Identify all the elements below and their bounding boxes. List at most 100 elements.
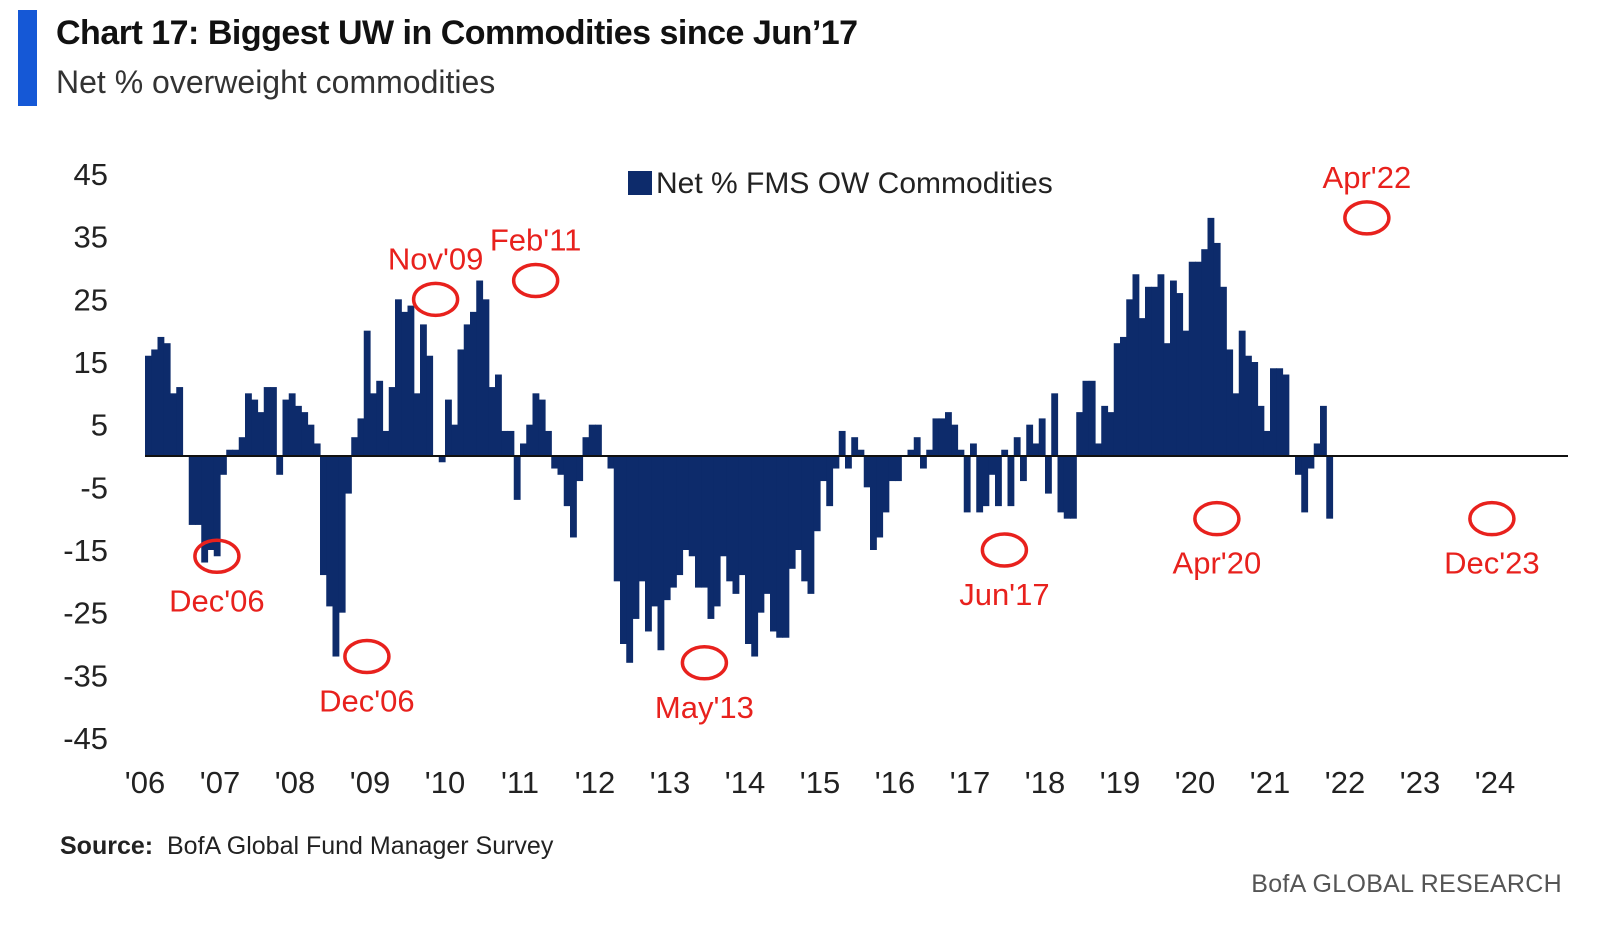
bar bbox=[557, 456, 565, 475]
x-tick-label: '21 bbox=[1250, 765, 1290, 800]
bar bbox=[251, 399, 259, 456]
bar bbox=[957, 449, 965, 456]
bar bbox=[420, 324, 427, 456]
bar bbox=[970, 443, 977, 456]
annotation-circle bbox=[411, 281, 460, 318]
y-tick-label: 25 bbox=[74, 282, 108, 317]
bar bbox=[1301, 456, 1309, 513]
bar bbox=[851, 437, 859, 456]
x-tick-label: '19 bbox=[1100, 765, 1140, 800]
annotation-circle bbox=[343, 638, 391, 675]
bar bbox=[1107, 412, 1115, 456]
bar bbox=[1151, 286, 1159, 456]
bar bbox=[870, 456, 877, 550]
bar bbox=[257, 412, 265, 456]
y-tick-label: -25 bbox=[63, 596, 108, 631]
bar bbox=[1063, 456, 1071, 519]
bar bbox=[1313, 443, 1321, 456]
bar bbox=[551, 456, 559, 469]
bar bbox=[1213, 242, 1221, 456]
bar bbox=[788, 456, 796, 569]
y-tick-label: -15 bbox=[63, 533, 108, 568]
annotation-circle bbox=[1343, 200, 1391, 236]
bar bbox=[738, 456, 746, 576]
bar bbox=[813, 456, 821, 532]
annotation-label: Apr'20 bbox=[1173, 546, 1262, 581]
bar bbox=[663, 456, 671, 601]
bar bbox=[1307, 456, 1315, 469]
bar bbox=[488, 387, 496, 456]
bar bbox=[863, 456, 871, 488]
bar bbox=[1326, 456, 1334, 519]
x-tick-label: '07 bbox=[200, 765, 240, 800]
bar bbox=[770, 456, 777, 632]
bar bbox=[1082, 380, 1090, 456]
bar bbox=[157, 336, 165, 456]
bar bbox=[532, 393, 540, 456]
bar bbox=[376, 380, 384, 456]
y-tick-label: 5 bbox=[91, 408, 108, 443]
bar bbox=[1251, 362, 1259, 456]
annotation-label: Apr'22 bbox=[1323, 160, 1412, 195]
bar bbox=[995, 456, 1002, 507]
bar bbox=[413, 393, 421, 456]
bar bbox=[882, 456, 890, 513]
bar bbox=[1032, 443, 1040, 456]
bar bbox=[1013, 437, 1021, 456]
bar bbox=[426, 355, 434, 456]
bar bbox=[688, 456, 696, 557]
bar bbox=[607, 456, 615, 469]
y-axis-ticks: 45 35 25 15 5 -5 -15 -25 -35 -45 bbox=[63, 157, 108, 756]
annotation-label: Dec'06 bbox=[169, 583, 265, 618]
bar bbox=[932, 418, 940, 456]
bar bbox=[845, 456, 852, 469]
bar bbox=[832, 456, 840, 469]
chart-subtitle: Net % overweight commodities bbox=[56, 64, 496, 100]
bar bbox=[595, 424, 602, 456]
x-tick-label: '23 bbox=[1400, 765, 1440, 800]
bar bbox=[295, 405, 302, 456]
annotation-label: Jun'17 bbox=[959, 577, 1049, 612]
bar bbox=[320, 456, 327, 576]
bar bbox=[876, 456, 884, 538]
bar bbox=[726, 456, 734, 582]
x-tick-label: '16 bbox=[875, 765, 915, 800]
bar bbox=[1007, 456, 1015, 507]
y-tick-label: 45 bbox=[74, 157, 108, 192]
y-tick-label: 15 bbox=[74, 345, 108, 380]
y-tick-label: 35 bbox=[74, 220, 108, 255]
bar bbox=[1001, 449, 1009, 456]
bar bbox=[151, 349, 159, 456]
bar bbox=[945, 412, 952, 456]
bar bbox=[520, 443, 527, 456]
bar bbox=[357, 418, 365, 456]
bar bbox=[745, 456, 752, 644]
bar bbox=[245, 393, 252, 456]
bar bbox=[363, 330, 371, 456]
bar bbox=[751, 456, 759, 657]
bar bbox=[1282, 374, 1290, 456]
bar bbox=[951, 424, 959, 456]
bar bbox=[395, 299, 402, 456]
bar bbox=[407, 305, 415, 456]
bar bbox=[795, 456, 802, 550]
bar bbox=[1238, 330, 1246, 456]
bar bbox=[720, 456, 727, 557]
bar bbox=[313, 443, 321, 456]
bar bbox=[445, 399, 452, 456]
x-axis-ticks: '06 '07 '08 '09 '10 '11 '12 '13 '14 '15 '16 '17 '18 '… bbox=[125, 765, 1515, 800]
bar bbox=[201, 456, 209, 563]
bar bbox=[213, 456, 221, 557]
bar bbox=[513, 456, 521, 500]
x-tick-label: '15 bbox=[800, 765, 840, 800]
annotation-label: Nov'09 bbox=[388, 241, 484, 276]
bar bbox=[582, 437, 590, 456]
bar bbox=[438, 456, 446, 463]
bar bbox=[757, 456, 765, 613]
bar bbox=[1220, 286, 1227, 456]
source-note: Source: BofA Global Fund Manager Survey bbox=[60, 832, 553, 861]
annotation-label: May'13 bbox=[655, 690, 754, 725]
bar bbox=[1051, 393, 1059, 456]
x-tick-label: '08 bbox=[275, 765, 315, 800]
bar bbox=[482, 299, 490, 456]
